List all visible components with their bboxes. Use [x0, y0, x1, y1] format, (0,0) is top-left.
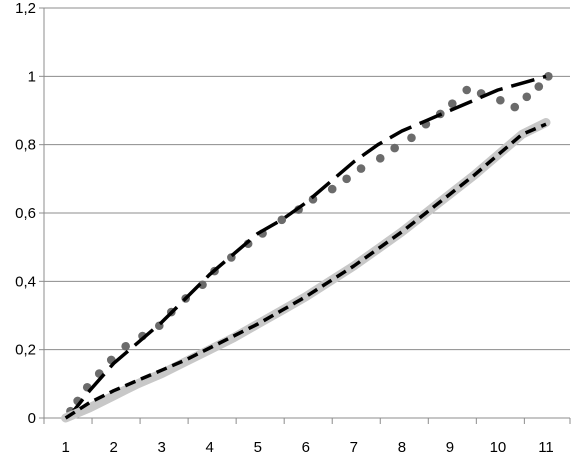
- x-tick-label: 10: [490, 439, 507, 456]
- axes: [39, 7, 571, 424]
- x-tick-label: 4: [206, 439, 214, 456]
- data-point: [342, 174, 351, 184]
- x-tick-label: 11: [538, 439, 554, 456]
- y-tick-label: 1,2: [15, 0, 36, 17]
- data-series: [61, 72, 553, 423]
- grid-lines: [44, 7, 570, 351]
- y-tick-label: 1: [28, 68, 36, 85]
- y-tick-label: 0,6: [15, 205, 36, 222]
- data-point: [356, 164, 366, 173]
- x-tick-label: 2: [109, 439, 117, 456]
- y-tick-label: 0,4: [15, 273, 36, 290]
- data-point: [375, 154, 385, 163]
- series-dotted: [66, 72, 553, 416]
- data-point: [327, 184, 337, 194]
- y-tick-label: 0: [28, 410, 36, 427]
- data-point: [198, 280, 207, 290]
- x-tick-label: 3: [158, 439, 166, 456]
- y-tick-label: 0,8: [15, 137, 36, 154]
- data-point: [121, 341, 130, 351]
- y-tick-labels: 0 0,2 0,4 0,6 0,8 1 1,2: [15, 0, 36, 427]
- data-point: [534, 82, 544, 91]
- x-tick-label: 1: [61, 439, 69, 456]
- x-tick-label: 5: [254, 439, 262, 456]
- x-tick-label: 6: [302, 439, 310, 456]
- data-point: [496, 95, 505, 105]
- x-tick-label: 7: [350, 439, 358, 456]
- series-line-short-dash: [64, 122, 547, 420]
- series-line-long-dash: [66, 74, 547, 420]
- x-tick-label: 9: [446, 439, 454, 456]
- data-point: [462, 85, 472, 95]
- data-point: [522, 92, 532, 102]
- data-point: [510, 102, 520, 112]
- data-point: [448, 99, 457, 108]
- x-tick-label: 8: [398, 439, 406, 456]
- x-tick-labels: 1 2 3 4 5 6 7 8 9 10 11: [61, 439, 553, 456]
- series-line-thick-solid: [61, 118, 551, 423]
- data-point: [390, 143, 399, 153]
- data-point: [407, 133, 416, 143]
- y-tick-label: 0,2: [15, 342, 36, 359]
- data-point: [277, 215, 287, 225]
- data-point: [308, 195, 318, 204]
- data-point: [544, 72, 553, 81]
